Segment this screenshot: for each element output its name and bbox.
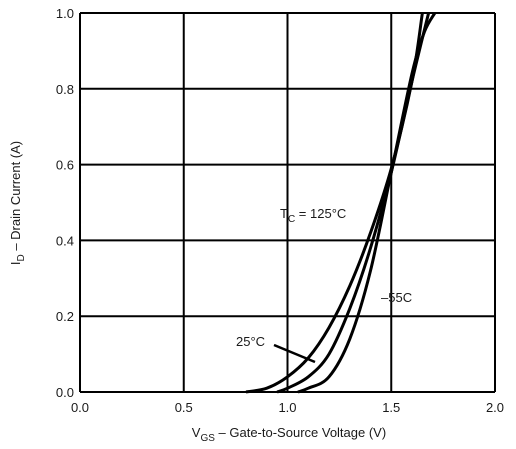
series-line-2	[297, 12, 437, 394]
x-axis-label: VGS – Gate-to-Source Voltage (V)	[192, 425, 386, 444]
grid	[79, 12, 496, 393]
x-tick-label: 0.0	[71, 400, 89, 415]
tick-labels: 0.0 0.5 1.0 1.5 2.0 0.0 0.2 0.4 0.6 0.8 1.0	[56, 6, 504, 415]
series-line-0	[245, 12, 424, 394]
series-line-1	[276, 12, 431, 394]
x-tick-label: 1.5	[382, 400, 400, 415]
x-tick-label: 1.0	[278, 400, 296, 415]
annotation-25c-leader	[273, 343, 316, 364]
annotation-minus55c: –55C	[381, 290, 412, 305]
annotation-125c: TC = 125°C	[280, 206, 346, 225]
annotation-25c: 25°C	[236, 334, 265, 349]
y-tick-label: 0.8	[56, 82, 74, 97]
series-lines	[245, 12, 437, 394]
x-tick-label: 0.5	[175, 400, 193, 415]
y-tick-label: 0.6	[56, 158, 74, 173]
y-tick-label: 0.2	[56, 309, 74, 324]
y-tick-label: 0.4	[56, 233, 74, 248]
y-axis-label: ID – Drain Current (A)	[8, 141, 27, 265]
x-tick-label: 2.0	[486, 400, 504, 415]
y-tick-label: 0.0	[56, 385, 74, 400]
y-tick-label: 1.0	[56, 6, 74, 21]
